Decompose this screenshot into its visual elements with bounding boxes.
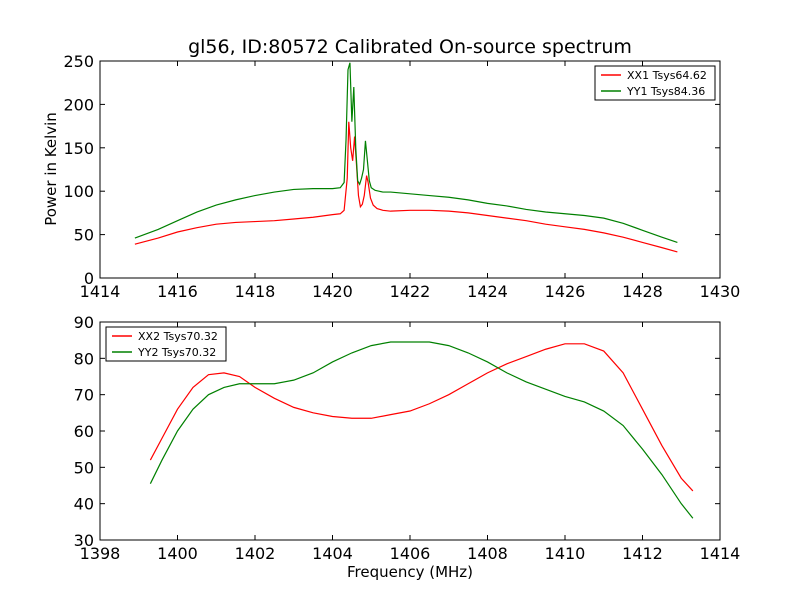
x-tick-label: 1414 — [80, 282, 121, 301]
x-tick-label: 1428 — [622, 282, 663, 301]
y-tick-label: 30 — [74, 531, 94, 550]
legend-label: YY2 Tsys70.32 — [137, 346, 216, 359]
y-tick-label: 70 — [74, 386, 94, 405]
x-tick-label: 1414 — [700, 544, 741, 563]
series-line-2-1 — [149, 343, 694, 492]
y-tick-label: 50 — [74, 226, 94, 245]
legend-box — [105, 326, 227, 362]
bottom-panel: 1398 1400 1402 1404 1406 1408 1410 1412 1414 30 40… — [74, 313, 741, 563]
y-tick-label: 40 — [74, 495, 94, 514]
x-tick-label: 1416 — [157, 282, 198, 301]
y-tick-label: 50 — [74, 458, 94, 477]
y-tick-label: 100 — [63, 182, 94, 201]
x-tick-label: 1406 — [390, 544, 431, 563]
series-line-1-2 — [134, 62, 678, 243]
y-tick-label: 60 — [74, 422, 94, 441]
y-tick-label: 150 — [63, 139, 94, 158]
legend-label: YY1 Tsys84.36 — [626, 85, 705, 98]
x-tick-label: 1412 — [622, 544, 663, 563]
x-tick-label: 1430 — [700, 282, 741, 301]
x-tick-label: 1424 — [467, 282, 508, 301]
x-tick-label: 1420 — [312, 282, 353, 301]
legend: XX1 Tsys64.62 YY1 Tsys84.36 — [594, 65, 716, 101]
x-tick-label: 1422 — [390, 282, 431, 301]
legend-label: XX1 Tsys64.62 — [627, 69, 707, 82]
figure-title: gl56, ID:80572 Calibrated On-source spec… — [188, 36, 632, 58]
x-tick-label: 1408 — [467, 544, 508, 563]
y-axis-title: Power in Kelvin — [42, 112, 60, 226]
x-tick-label: 1410 — [545, 544, 586, 563]
x-tick-label: 1404 — [312, 544, 353, 563]
x-tick-label: 1402 — [235, 544, 276, 563]
y-tick-label: 250 — [63, 52, 94, 71]
top-panel: 1414 1416 1418 1420 1422 1424 1426 1428 1430 0 50 1… — [63, 52, 740, 301]
x-axis-title: Frequency (MHz) — [347, 563, 473, 581]
series-line-2-2 — [149, 341, 694, 519]
x-tick-label: 1418 — [235, 282, 276, 301]
y-tick-label: 80 — [74, 349, 94, 368]
legend-box — [594, 65, 716, 101]
series-line-1-1 — [134, 121, 678, 253]
x-tick-label: 1398 — [80, 544, 121, 563]
x-tick-label: 1426 — [545, 282, 586, 301]
y-tick-label: 90 — [74, 313, 94, 332]
legend-label: XX2 Tsys70.32 — [138, 330, 218, 343]
y-tick-label: 200 — [63, 95, 94, 114]
x-tick-label: 1400 — [157, 544, 198, 563]
y-tick-label: 0 — [84, 269, 94, 288]
legend: XX2 Tsys70.32 YY2 Tsys70.32 — [105, 326, 227, 362]
